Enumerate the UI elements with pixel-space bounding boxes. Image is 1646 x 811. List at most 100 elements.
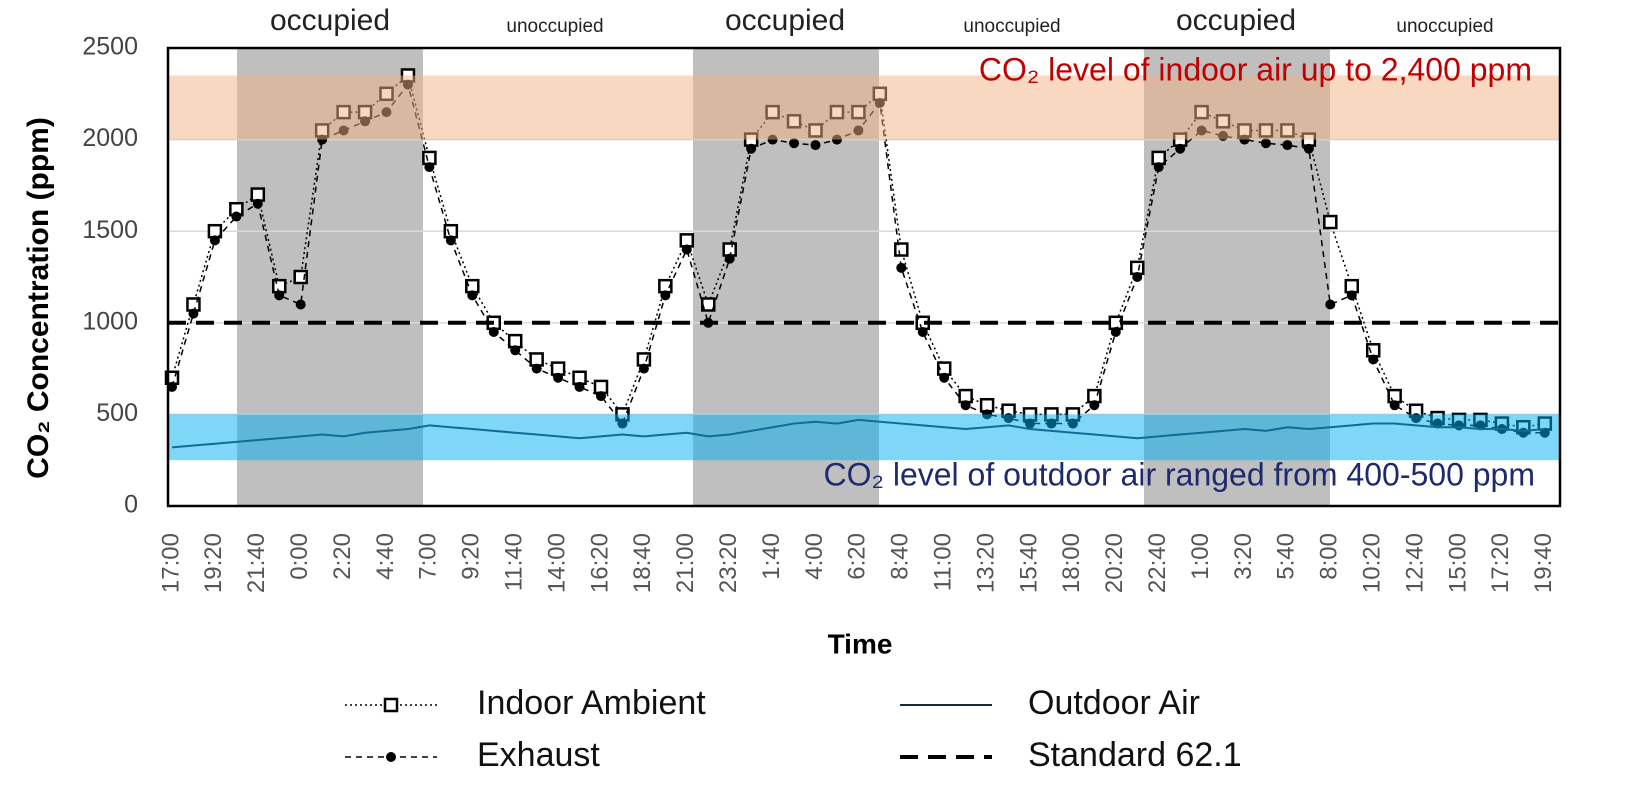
x-tick-label: 11:00 xyxy=(930,533,957,591)
x-tick-label: 19:40 xyxy=(1530,533,1557,593)
dot-marker xyxy=(1153,162,1164,173)
x-tick-label: 1:00 xyxy=(1187,533,1214,580)
legend-label: Standard 62.1 xyxy=(1028,736,1242,774)
x-tick-label: 21:00 xyxy=(672,533,699,593)
period-label: unoccupied xyxy=(506,16,603,37)
dot-marker xyxy=(1389,400,1400,411)
dot-marker xyxy=(746,143,757,154)
dot-marker xyxy=(596,391,606,402)
x-tick-label: 6:20 xyxy=(844,533,871,580)
y-tick-label: 0 xyxy=(124,491,138,519)
legend-marker xyxy=(386,752,396,762)
dot-marker xyxy=(917,326,928,337)
dot-marker xyxy=(510,345,521,356)
dot-marker xyxy=(789,138,800,149)
period-label: unoccupied xyxy=(963,16,1060,37)
dot-marker xyxy=(1346,290,1357,301)
x-tick-label: 18:00 xyxy=(1058,533,1085,593)
dot-marker xyxy=(1282,140,1293,151)
x-tick-label: 8:00 xyxy=(1316,533,1343,580)
x-tick-label: 12:40 xyxy=(1401,533,1428,593)
square-marker xyxy=(293,269,308,285)
x-tick-label: 3:20 xyxy=(1230,533,1257,580)
dot-marker xyxy=(1089,400,1100,411)
dot-marker xyxy=(724,253,735,264)
x-tick-label: 4:00 xyxy=(801,533,828,580)
annotation: CO₂ level of indoor air up to 2,400 ppm xyxy=(979,51,1532,87)
period-label: occupied xyxy=(1176,4,1296,37)
square-marker xyxy=(894,242,909,257)
x-tick-label: 13:20 xyxy=(972,533,999,593)
legend-marker xyxy=(383,697,399,713)
legend-label: Exhaust xyxy=(477,736,600,774)
dot-marker xyxy=(209,235,220,246)
dot-marker xyxy=(1303,143,1314,154)
period-label: unoccupied xyxy=(1396,16,1493,37)
dot-marker xyxy=(896,262,907,273)
y-tick-label: 1500 xyxy=(82,216,138,244)
x-tick-label: 8:40 xyxy=(887,533,914,580)
dot-marker xyxy=(574,381,585,392)
dot-marker xyxy=(531,363,542,374)
x-tick-label: 15:00 xyxy=(1444,533,1471,593)
dot-marker xyxy=(1368,354,1379,365)
dot-marker xyxy=(939,372,950,383)
square-marker xyxy=(1323,214,1338,230)
legend-label: Indoor Ambient xyxy=(477,684,706,722)
period-label: occupied xyxy=(270,4,390,37)
highlight-band xyxy=(168,414,1560,461)
dot-marker xyxy=(274,290,285,301)
plot-frame xyxy=(166,46,1562,508)
y-tick-label: 2000 xyxy=(82,124,138,152)
dot-marker xyxy=(1260,138,1271,149)
x-tick-label: 11:40 xyxy=(501,533,528,591)
period-label: occupied xyxy=(725,4,845,37)
y-tick-label: 1000 xyxy=(82,307,138,335)
x-tick-label: 17:00 xyxy=(157,533,184,593)
y-tick-label: 2500 xyxy=(82,33,138,61)
y-axis-title: CO₂ Concentration (ppm) xyxy=(22,117,55,479)
dot-marker xyxy=(295,299,306,310)
dot-marker xyxy=(231,211,242,222)
x-tick-label: 21:40 xyxy=(243,533,270,593)
x-tick-label: 22:40 xyxy=(1144,533,1171,593)
dot-marker xyxy=(660,290,671,301)
dot-marker xyxy=(188,308,199,319)
x-tick-label: 10:20 xyxy=(1359,533,1386,593)
dot-marker xyxy=(810,140,821,151)
x-tick-label: 19:20 xyxy=(200,533,227,593)
x-tick-label: 16:20 xyxy=(586,533,613,593)
legend-label: Outdoor Air xyxy=(1028,684,1200,722)
dot-marker xyxy=(467,290,478,301)
dot-marker xyxy=(1175,143,1186,154)
dot-marker xyxy=(488,326,499,337)
x-tick-label: 14:00 xyxy=(543,533,570,593)
x-tick-label: 17:20 xyxy=(1487,533,1514,593)
x-tick-label: 9:20 xyxy=(458,533,485,580)
annotation: CO₂ level of outdoor air ranged from 400… xyxy=(824,456,1535,492)
x-tick-label: 1:40 xyxy=(758,533,785,580)
dot-marker xyxy=(424,162,435,173)
x-tick-label: 18:40 xyxy=(629,533,656,593)
dot-marker xyxy=(1325,299,1336,310)
dot-marker xyxy=(681,244,692,255)
dot-marker xyxy=(553,372,564,383)
highlight-band xyxy=(168,75,1560,140)
dot-marker xyxy=(638,363,649,374)
x-tick-label: 7:00 xyxy=(415,533,442,580)
x-tick-label: 2:20 xyxy=(329,533,356,580)
x-tick-label: 23:20 xyxy=(715,533,742,593)
dot-marker xyxy=(960,400,971,411)
dot-marker xyxy=(167,381,177,392)
x-tick-label: 20:20 xyxy=(1101,533,1128,593)
dot-marker xyxy=(1110,326,1121,337)
dot-marker xyxy=(445,235,456,246)
dot-marker xyxy=(1132,272,1143,282)
x-axis-title: Time xyxy=(828,628,893,659)
x-tick-label: 5:40 xyxy=(1273,533,1300,580)
y-tick-label: 500 xyxy=(96,399,138,427)
x-tick-label: 4:40 xyxy=(372,533,399,580)
x-tick-label: 0:00 xyxy=(286,533,313,580)
x-tick-label: 15:40 xyxy=(1015,533,1042,593)
